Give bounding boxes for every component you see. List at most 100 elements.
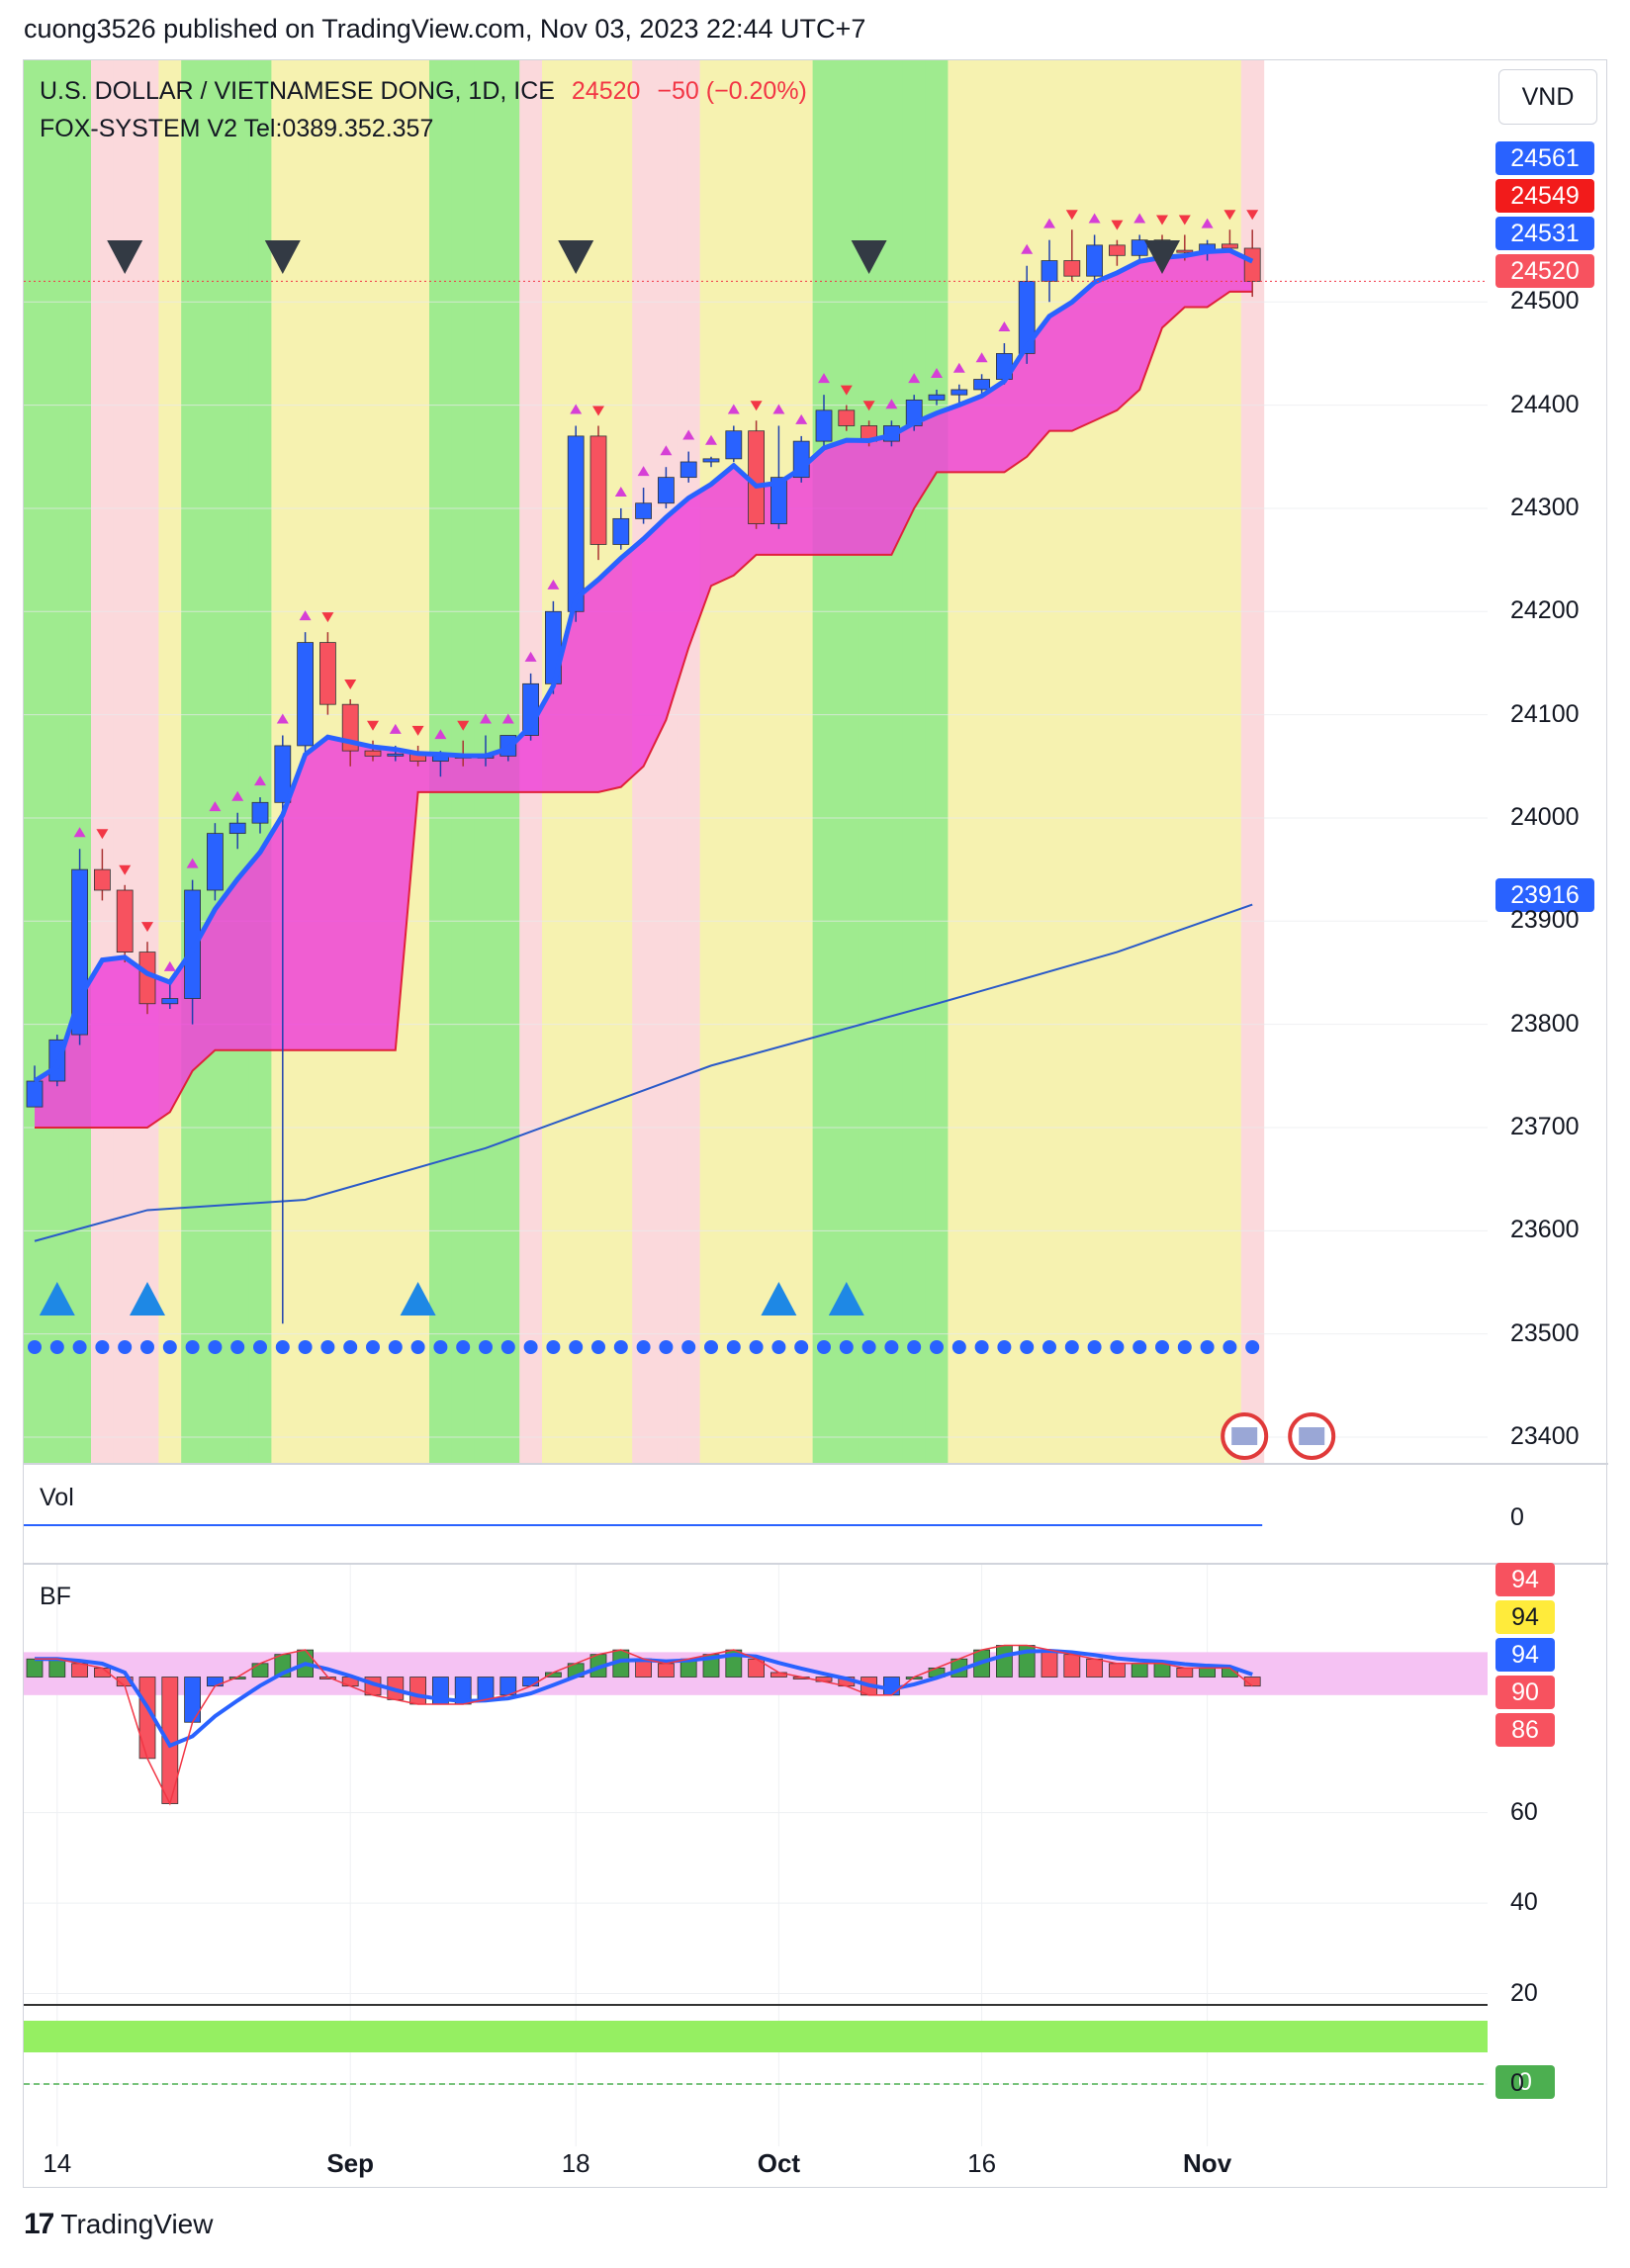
band-35: [812, 60, 836, 1463]
candle-body-16: [387, 753, 405, 757]
signal-up-33: [772, 404, 785, 414]
dot-marker-12: [298, 1340, 313, 1354]
candle-body-41: [951, 389, 968, 396]
dot-marker-50: [1155, 1340, 1169, 1354]
oscillator-label: BF: [40, 1583, 71, 1610]
dot-marker-5: [140, 1340, 154, 1354]
dot-marker-16: [388, 1340, 403, 1354]
price-change: −50 (−0.20%): [657, 77, 807, 105]
candle-body-35: [815, 409, 833, 442]
signal-up-18: [434, 729, 447, 740]
cloud-band: [35, 250, 1253, 1128]
signal-up-28: [660, 445, 673, 456]
dot-marker-32: [749, 1340, 764, 1354]
signal-up-52: [1201, 218, 1214, 228]
signal-down-48: [1111, 220, 1124, 230]
signal-up-30: [705, 434, 717, 445]
y-tick-label: 23600: [1510, 1216, 1580, 1244]
tradingview-logo-text: TradingView: [60, 2209, 214, 2239]
signal-up-20: [480, 713, 492, 724]
signal-down-37: [862, 401, 875, 411]
candle-body-30: [702, 458, 720, 463]
buy-marker-1: [130, 1282, 165, 1315]
osc-value-label-5: 0: [1495, 2065, 1555, 2099]
osc-bar-17: [409, 1677, 427, 1705]
sell-marker-4: [1144, 240, 1180, 274]
candle-body-53: [1222, 243, 1238, 249]
osc-bar-28: [658, 1663, 675, 1678]
band-6: [158, 60, 182, 1463]
band-8: [204, 60, 227, 1463]
y-tick-label: 24400: [1510, 390, 1580, 418]
signal-up-7: [186, 858, 199, 868]
price-label-24549: 24549: [1495, 179, 1594, 213]
dot-marker-21: [500, 1340, 515, 1354]
osc-bar-52: [1199, 1667, 1216, 1678]
band-29: [677, 60, 701, 1463]
signal-down-46: [1065, 210, 1078, 221]
signal-up-10: [254, 775, 266, 786]
band-1: [45, 60, 69, 1463]
dot-marker-37: [861, 1340, 876, 1354]
candle-body-12: [297, 642, 315, 747]
symbol-name: U.S. DOLLAR / VIETNAMESE DONG, 1D, ICE: [40, 77, 555, 105]
dot-marker-4: [118, 1340, 133, 1354]
dot-marker-36: [839, 1340, 854, 1354]
dot-marker-17: [410, 1340, 425, 1354]
y-tick-label: 24300: [1510, 493, 1580, 521]
dot-marker-45: [1042, 1340, 1056, 1354]
signal-up-23: [547, 579, 560, 590]
currency-button[interactable]: VND: [1498, 69, 1597, 125]
band-38: [880, 60, 904, 1463]
cloud-lower-edge: [35, 290, 1253, 1129]
signal-down-36: [840, 385, 853, 396]
signal-up-12: [299, 610, 312, 621]
dot-marker-28: [659, 1340, 674, 1354]
dot-marker-44: [1020, 1340, 1035, 1354]
band-3: [91, 60, 115, 1463]
buy-marker-4: [828, 1282, 864, 1315]
osc-bar-54: [1243, 1677, 1261, 1687]
candle-body-51: [1176, 249, 1194, 253]
dot-marker-43: [997, 1340, 1012, 1354]
band-32: [745, 60, 769, 1463]
dot-marker-51: [1177, 1340, 1192, 1354]
signal-down-50: [1156, 215, 1168, 226]
dot-marker-8: [208, 1340, 223, 1354]
candle-body-26: [612, 517, 630, 545]
candle-body-3: [94, 868, 111, 891]
candle-body-32: [748, 430, 765, 524]
dot-marker-52: [1200, 1340, 1215, 1354]
signal-up-8: [209, 801, 222, 812]
band-36: [835, 60, 859, 1463]
x-tick-label: 14: [43, 2148, 72, 2178]
tradingview-logo[interactable]: 17 TradingView: [24, 2208, 213, 2241]
dot-marker-34: [794, 1340, 809, 1354]
band-9: [226, 60, 250, 1463]
dot-marker-27: [636, 1340, 651, 1354]
signal-up-2: [73, 827, 86, 838]
dot-marker-18: [433, 1340, 448, 1354]
signal-up-41: [952, 362, 965, 373]
candle-body-44: [1018, 280, 1036, 354]
candle-body-25: [589, 435, 607, 545]
osc-value-label-2: 94: [1495, 1638, 1555, 1672]
price-label-23916: 23916: [1495, 878, 1594, 912]
osc-value-label-1: 94: [1495, 1600, 1555, 1634]
tradingview-logo-icon: 17: [24, 2208, 54, 2240]
band-31: [722, 60, 746, 1463]
signal-up-26: [614, 486, 627, 497]
sell-marker-3: [851, 240, 887, 274]
dot-marker-7: [185, 1340, 200, 1354]
osc-bar-50: [1153, 1663, 1171, 1678]
dot-marker-2: [72, 1340, 87, 1354]
dot-marker-48: [1110, 1340, 1125, 1354]
osc-y-tick-label: 60: [1510, 1797, 1538, 1826]
dot-marker-20: [479, 1340, 493, 1354]
candle-body-48: [1109, 244, 1126, 256]
dot-marker-41: [951, 1340, 966, 1354]
y-tick-label: 23800: [1510, 1009, 1580, 1038]
band-30: [699, 60, 723, 1463]
x-tick-label: Oct: [757, 2148, 801, 2178]
